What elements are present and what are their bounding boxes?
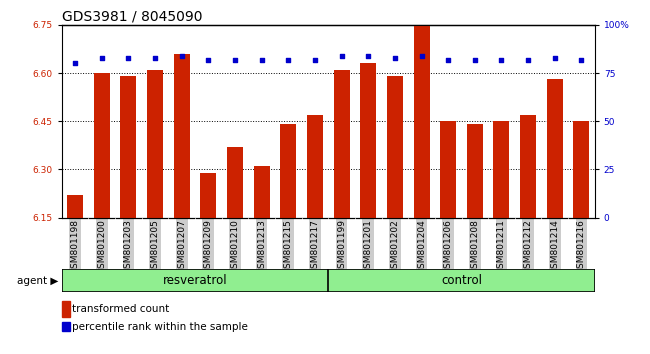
Text: control: control — [441, 274, 482, 287]
Bar — [200, 173, 216, 218]
Bar — [493, 121, 510, 218]
Point — [283, 57, 294, 62]
Bar — [387, 76, 403, 218]
Bar — [94, 73, 110, 218]
Bar — [147, 70, 163, 218]
Bar — [467, 125, 483, 218]
Bar — [547, 79, 563, 218]
FancyBboxPatch shape — [62, 269, 328, 292]
FancyBboxPatch shape — [328, 269, 595, 292]
Point — [256, 57, 267, 62]
Text: agent ▶: agent ▶ — [17, 275, 58, 286]
Point — [497, 57, 507, 62]
Bar — [333, 70, 350, 218]
Point — [390, 55, 400, 61]
Bar — [67, 195, 83, 218]
Point — [96, 55, 107, 61]
Bar — [360, 63, 376, 218]
Point — [337, 53, 347, 58]
Point — [417, 53, 427, 58]
Bar — [520, 115, 536, 218]
Point — [577, 57, 587, 62]
Point — [124, 55, 134, 61]
Point — [443, 57, 454, 62]
Point — [363, 53, 373, 58]
Point — [550, 55, 560, 61]
Text: GDS3981 / 8045090: GDS3981 / 8045090 — [62, 10, 202, 24]
Text: percentile rank within the sample: percentile rank within the sample — [72, 322, 248, 332]
Point — [310, 57, 320, 62]
Point — [203, 57, 213, 62]
Point — [469, 57, 480, 62]
Point — [70, 61, 81, 66]
Bar — [573, 121, 590, 218]
Point — [150, 55, 161, 61]
Point — [177, 53, 187, 58]
Point — [230, 57, 240, 62]
Bar — [254, 166, 270, 218]
Bar — [413, 25, 430, 218]
Bar — [440, 121, 456, 218]
Point — [523, 57, 533, 62]
Bar — [174, 54, 190, 218]
Text: resveratrol: resveratrol — [162, 274, 228, 287]
Bar — [120, 76, 136, 218]
Bar — [280, 125, 296, 218]
Text: transformed count: transformed count — [72, 304, 170, 314]
Bar — [227, 147, 243, 218]
Bar — [307, 115, 323, 218]
